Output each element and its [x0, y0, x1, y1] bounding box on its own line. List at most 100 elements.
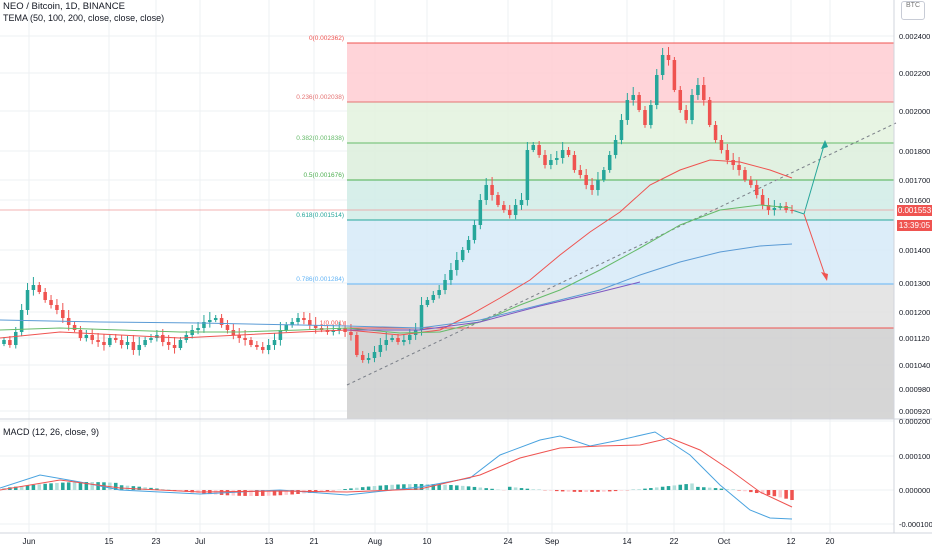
price-tick-label: 0.001400 [899, 246, 930, 255]
candle [2, 340, 6, 344]
price-tick-label: 0.001700 [899, 176, 930, 185]
macd-histogram-bar [519, 488, 524, 490]
candle [219, 318, 224, 325]
macd-histogram-bar [466, 486, 471, 490]
macd-histogram-bar [478, 487, 483, 490]
price-tick-label: 0.001300 [899, 279, 930, 288]
candle [678, 90, 683, 110]
candle [125, 342, 130, 345]
time-tick-label: 22 [670, 537, 679, 546]
candle [690, 95, 694, 120]
trend-line [346, 122, 897, 386]
bear-arrowhead [821, 272, 828, 281]
candle [602, 170, 606, 180]
macd-histogram-bar [772, 490, 777, 497]
macd-histogram-bar [613, 490, 618, 492]
macd-histogram-bar [407, 484, 412, 490]
time-tick-label: 14 [623, 537, 632, 546]
macd-histogram-bar [61, 482, 65, 490]
candle [731, 160, 735, 165]
macd-histogram-bar [760, 490, 765, 495]
fib-level-label: 1(0.001) [320, 320, 344, 327]
macd-histogram-bar [684, 484, 688, 490]
candle [537, 145, 541, 155]
last-price-label: 0.001553 [897, 205, 932, 216]
candle [449, 270, 453, 280]
symbol-legend: NEO / Bitcoin, 1D, BINANCE [3, 1, 125, 12]
macd-legend: MACD (12, 26, close, 9) [3, 427, 100, 437]
candle [90, 335, 94, 340]
tema-50-line [0, 159, 793, 339]
macd-histogram-bar [513, 487, 518, 490]
candle [419, 305, 424, 330]
candle [407, 335, 412, 340]
fib-level-label: 0.5(0.001676) [304, 172, 344, 179]
candle [613, 140, 618, 155]
macd-histogram-bar [596, 490, 600, 492]
macd-histogram-bar [161, 489, 165, 490]
candle [743, 170, 747, 180]
price-tick-label: 0.001800 [899, 147, 930, 156]
macd-histogram-bar [260, 490, 265, 496]
candle [402, 340, 406, 342]
macd-histogram-bar [790, 490, 794, 501]
candle [278, 330, 283, 340]
time-tick-label: Oct [718, 537, 731, 546]
macd-histogram-bar [472, 486, 477, 490]
macd-histogram-bar [654, 487, 659, 490]
candle [378, 345, 383, 352]
macd-histogram-bar [343, 489, 347, 490]
candle [637, 95, 641, 110]
time-tick-label: 20 [826, 537, 835, 546]
macd-histogram-bar [660, 486, 665, 490]
macd-histogram-bar [607, 490, 612, 492]
macd-histogram-bar [325, 490, 330, 492]
candle [119, 340, 124, 345]
macd-histogram-bar [496, 489, 500, 490]
tema-100-line [0, 204, 793, 334]
candle [666, 55, 671, 60]
fib-level-label: 0.236(0.002038) [296, 94, 344, 101]
candle [396, 338, 400, 342]
macd-histogram-bar [590, 490, 594, 492]
candle [713, 125, 718, 140]
candle [719, 140, 724, 150]
macd-histogram-bar [578, 490, 583, 492]
candle [360, 355, 365, 360]
bear-projection-arrow [803, 213, 827, 279]
candle [49, 300, 53, 305]
currency-button[interactable]: BTC [901, 1, 925, 20]
macd-histogram-bar [643, 488, 647, 490]
candle [255, 345, 259, 347]
macd-histogram-bar [602, 490, 606, 492]
candle [384, 340, 389, 345]
macd-histogram-bar [437, 484, 441, 490]
candle [337, 328, 341, 330]
macd-histogram-bar [637, 489, 641, 490]
fib-level-label: 0.382(0.001838) [296, 135, 344, 142]
macd-histogram-bar [360, 487, 365, 490]
fib-level-label: 0(0.002362) [309, 35, 344, 42]
macd-histogram-bar [131, 486, 136, 490]
candle [654, 75, 659, 105]
macd-histogram-bar [78, 482, 83, 490]
macd-histogram-bar [754, 490, 759, 494]
price-tick-label: 0.002000 [899, 107, 930, 116]
candle [490, 185, 494, 195]
countdown-label: 13:39:05 [897, 220, 932, 231]
candle [619, 120, 624, 140]
candle [102, 342, 106, 345]
macd-histogram-bar [566, 490, 571, 492]
macd-histogram-bar [555, 490, 559, 492]
candle [596, 180, 600, 190]
candle [313, 325, 318, 328]
candle [113, 338, 118, 340]
macd-histogram-bar [455, 485, 459, 490]
candle [96, 340, 100, 342]
macd-histogram-bar [272, 490, 277, 496]
bull-arrowhead [821, 140, 828, 149]
time-tick-label: Jun [23, 537, 36, 546]
candle [131, 342, 136, 350]
candle [772, 208, 777, 210]
